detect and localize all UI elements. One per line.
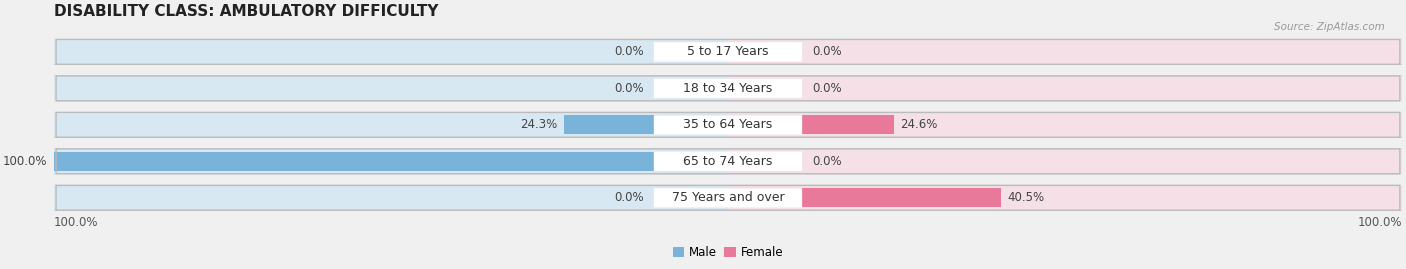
Legend: Male, Female: Male, Female — [668, 241, 789, 263]
Bar — [53, 149, 728, 174]
FancyBboxPatch shape — [654, 188, 803, 207]
Text: 65 to 74 Years: 65 to 74 Years — [683, 155, 773, 168]
Bar — [564, 115, 728, 134]
FancyBboxPatch shape — [53, 112, 1402, 137]
FancyBboxPatch shape — [53, 40, 1402, 64]
Bar — [728, 115, 894, 134]
Bar — [695, 188, 728, 207]
Text: 100.0%: 100.0% — [53, 216, 98, 229]
Bar — [728, 76, 1402, 101]
Bar — [53, 185, 728, 210]
Bar — [53, 112, 728, 137]
Text: 0.0%: 0.0% — [813, 155, 842, 168]
Bar — [695, 79, 728, 98]
Text: 40.5%: 40.5% — [1008, 191, 1045, 204]
Text: 24.6%: 24.6% — [900, 118, 938, 131]
FancyBboxPatch shape — [654, 79, 803, 98]
Text: 0.0%: 0.0% — [614, 191, 644, 204]
Bar — [728, 40, 1402, 64]
Text: 24.3%: 24.3% — [520, 118, 558, 131]
FancyBboxPatch shape — [654, 152, 803, 171]
Bar — [53, 40, 728, 64]
FancyBboxPatch shape — [53, 76, 1402, 101]
Text: 75 Years and over: 75 Years and over — [672, 191, 785, 204]
Text: DISABILITY CLASS: AMBULATORY DIFFICULTY: DISABILITY CLASS: AMBULATORY DIFFICULTY — [53, 4, 439, 19]
Bar — [728, 79, 762, 98]
Bar — [728, 188, 1001, 207]
FancyBboxPatch shape — [53, 185, 1402, 210]
Text: 0.0%: 0.0% — [813, 45, 842, 58]
Bar — [728, 152, 762, 171]
Bar — [53, 152, 728, 171]
Text: 35 to 64 Years: 35 to 64 Years — [683, 118, 773, 131]
Text: 0.0%: 0.0% — [813, 82, 842, 95]
Text: 100.0%: 100.0% — [1357, 216, 1402, 229]
Bar — [728, 43, 762, 61]
Text: 5 to 17 Years: 5 to 17 Years — [688, 45, 769, 58]
FancyBboxPatch shape — [53, 149, 1402, 174]
Bar — [695, 43, 728, 61]
Bar — [53, 76, 728, 101]
Text: 0.0%: 0.0% — [614, 45, 644, 58]
Text: 0.0%: 0.0% — [614, 82, 644, 95]
Bar — [728, 112, 1402, 137]
Bar — [728, 149, 1402, 174]
Text: 100.0%: 100.0% — [3, 155, 48, 168]
Text: Source: ZipAtlas.com: Source: ZipAtlas.com — [1274, 22, 1385, 31]
FancyBboxPatch shape — [654, 115, 803, 134]
Text: 18 to 34 Years: 18 to 34 Years — [683, 82, 773, 95]
FancyBboxPatch shape — [654, 42, 803, 62]
Bar — [728, 185, 1402, 210]
